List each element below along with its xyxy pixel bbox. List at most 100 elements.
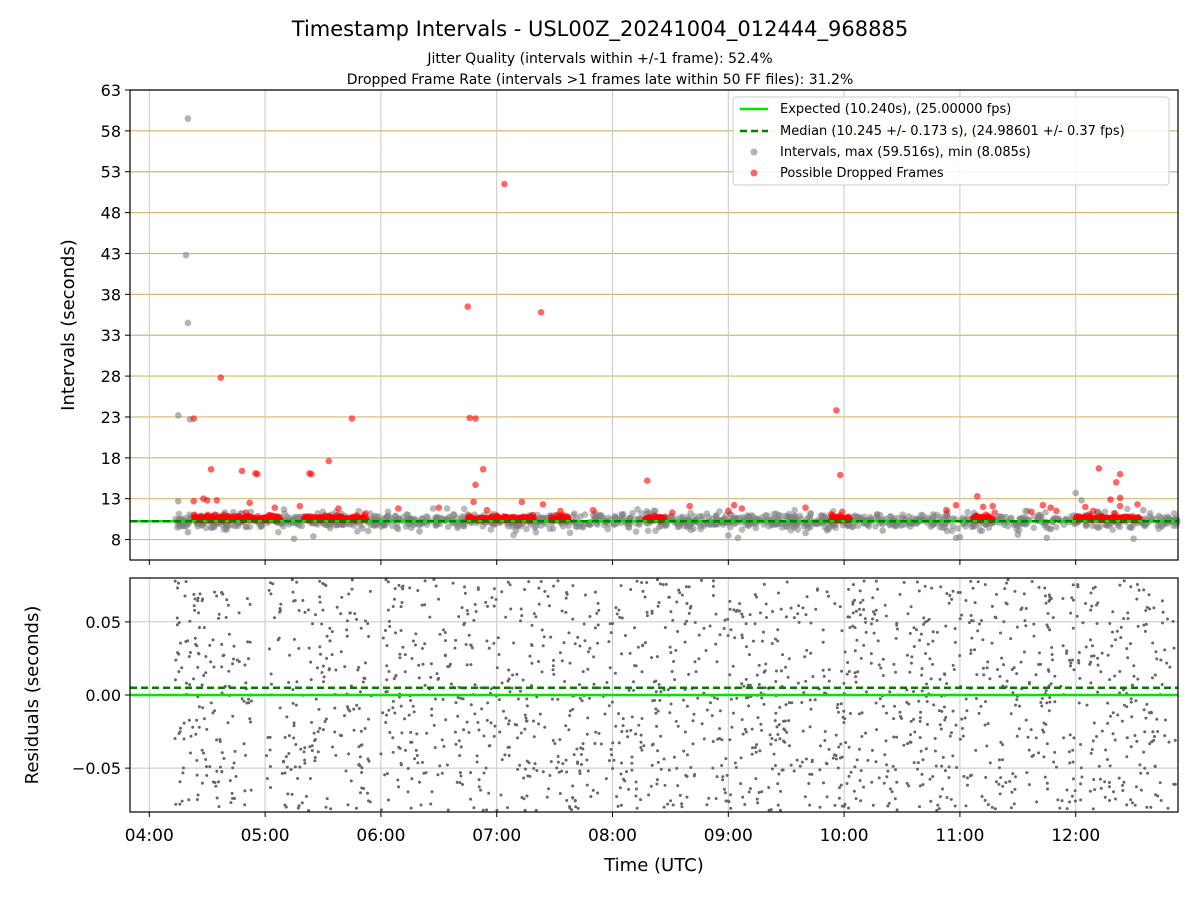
residual-point	[444, 718, 448, 722]
residual-point	[585, 732, 589, 736]
residual-point	[789, 606, 793, 610]
residual-point	[739, 782, 743, 786]
residual-point	[268, 764, 272, 768]
residual-point	[197, 725, 201, 729]
residual-point	[1002, 663, 1006, 667]
residual-point	[998, 631, 1002, 635]
residual-point	[684, 585, 688, 589]
residual-point	[1071, 777, 1075, 781]
residual-point	[708, 701, 712, 705]
residual-point	[416, 761, 420, 765]
residual-point	[1096, 690, 1100, 694]
residual-point	[1014, 775, 1018, 779]
residual-point	[994, 592, 998, 596]
residual-point	[551, 739, 555, 743]
residual-point	[477, 785, 481, 789]
residual-point	[198, 592, 202, 596]
residual-point	[760, 696, 764, 700]
residual-point	[886, 804, 890, 808]
residual-point	[420, 646, 424, 650]
residual-point	[1061, 644, 1065, 648]
residual-point	[858, 613, 862, 617]
residual-point	[1054, 765, 1058, 769]
residual-point	[202, 751, 206, 755]
residual-point	[348, 611, 352, 615]
interval-point	[594, 521, 601, 528]
residual-point	[935, 630, 939, 634]
residual-point	[414, 748, 418, 752]
residual-point	[346, 803, 350, 807]
residual-point	[1161, 621, 1165, 625]
residual-point	[1089, 654, 1093, 658]
residual-point	[324, 805, 328, 809]
residual-point	[1091, 807, 1095, 811]
residual-point	[534, 808, 538, 812]
residual-point	[711, 739, 715, 743]
residual-point	[447, 664, 451, 668]
residual-point	[1092, 721, 1096, 725]
residual-point	[435, 672, 439, 676]
residual-point	[1142, 708, 1146, 712]
residual-point	[350, 578, 354, 582]
residual-point	[458, 781, 462, 785]
residual-point	[650, 656, 654, 660]
residual-point	[433, 746, 437, 750]
residual-point	[985, 744, 989, 748]
residual-point	[233, 749, 237, 753]
residual-point	[297, 804, 301, 808]
residual-point	[429, 662, 433, 666]
residual-point	[729, 806, 733, 810]
interval-point	[696, 522, 704, 530]
residual-point	[1108, 764, 1112, 768]
residual-point	[355, 617, 359, 621]
residual-point	[441, 697, 445, 701]
residual-point	[477, 728, 481, 732]
residual-point	[662, 805, 666, 809]
residual-point	[951, 754, 955, 758]
residual-point	[592, 655, 596, 659]
residual-point	[208, 643, 212, 647]
residual-point	[605, 681, 609, 685]
interval-point	[874, 511, 881, 518]
residual-point	[417, 663, 421, 667]
residual-point	[783, 719, 787, 723]
residual-point	[220, 691, 224, 695]
residual-point	[825, 795, 829, 799]
residual-point	[287, 680, 291, 684]
residual-point	[809, 651, 813, 655]
dropped-frame-point	[354, 513, 361, 521]
residual-point	[984, 775, 988, 779]
residual-point	[639, 745, 643, 749]
residual-point	[630, 755, 634, 759]
residual-point	[859, 799, 863, 803]
residual-point	[604, 777, 608, 781]
residual-point	[827, 594, 831, 598]
residual-point	[1004, 601, 1008, 605]
residual-point	[630, 768, 634, 772]
residual-point	[1071, 658, 1075, 662]
residual-point	[504, 615, 508, 619]
residual-point	[1078, 676, 1082, 680]
residual-point	[718, 709, 722, 713]
residual-point	[443, 639, 447, 643]
interval-outlier-point	[1078, 497, 1085, 504]
residual-point	[851, 583, 855, 587]
residual-point	[1153, 673, 1157, 677]
residual-point	[466, 612, 470, 616]
residual-point	[293, 765, 297, 769]
residual-point	[624, 770, 628, 774]
residual-point	[951, 589, 955, 593]
residual-point	[321, 608, 325, 612]
residual-point	[1122, 688, 1126, 692]
residual-point	[331, 745, 335, 749]
residual-point	[1132, 674, 1136, 678]
residual-point	[611, 621, 615, 625]
residual-point	[728, 607, 732, 611]
residual-point	[853, 765, 857, 769]
residual-point	[1009, 806, 1013, 810]
residual-point	[1135, 597, 1139, 601]
residual-point	[983, 700, 987, 704]
residual-point	[467, 730, 471, 734]
residual-point	[552, 584, 556, 588]
residual-point	[651, 742, 655, 746]
